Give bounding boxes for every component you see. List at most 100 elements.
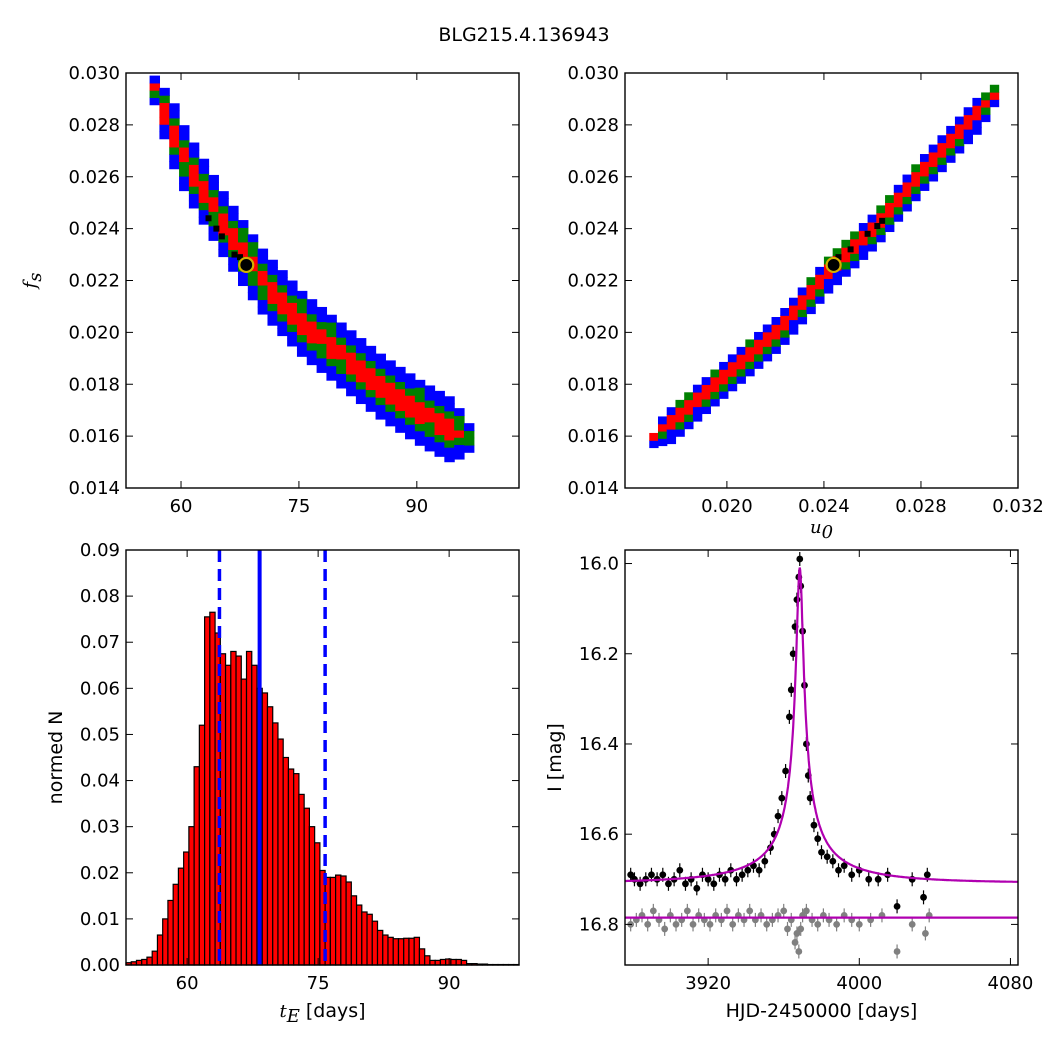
outer-contour-cell: [306, 299, 318, 308]
histogram-bar: [177, 867, 185, 966]
histogram-bar: [251, 664, 258, 966]
outer-contour-cell: [228, 205, 239, 214]
data-point: [835, 866, 842, 874]
mid-contour-cell: [454, 415, 465, 424]
mid-contour-cell: [454, 437, 465, 446]
x-tick-label: 75: [287, 496, 310, 517]
outer-contour-cell: [287, 280, 298, 289]
outer-contour-cell: [885, 224, 895, 233]
mid-contour-cell: [841, 239, 851, 248]
outer-contour-cell: [893, 184, 904, 193]
inner-contour-cell: [257, 277, 269, 286]
outer-contour-cell: [355, 388, 367, 397]
outer-contour-cell: [911, 193, 921, 202]
y-tick-label: 0.030: [567, 63, 619, 84]
outer-contour-cell: [444, 403, 455, 412]
mid-contour-cell: [444, 439, 455, 448]
mid-contour-cell: [675, 421, 685, 430]
mid-contour-cell: [296, 298, 308, 306]
inner-contour-cell: [954, 123, 965, 132]
data-point: [823, 853, 831, 861]
outer-contour-cell: [946, 125, 956, 134]
inner-contour-cell: [841, 254, 851, 263]
histogram-bar: [282, 756, 290, 966]
mid-contour-cell: [267, 303, 278, 312]
mid-contour-cell: [806, 298, 816, 307]
outer-contour-cell: [257, 306, 269, 315]
x-tick-label: 75: [307, 973, 330, 994]
y-tick-label: 0.028: [68, 115, 120, 136]
outer-contour-cell: [850, 260, 860, 269]
data-point: [738, 871, 746, 879]
mid-contour-cell: [179, 161, 190, 170]
residual-point: [649, 907, 657, 915]
outer-contour-cell: [414, 379, 426, 388]
inner-contour-cell: [228, 234, 239, 243]
y-tick-label: 0.030: [68, 63, 120, 84]
mid-contour-cell: [902, 196, 912, 205]
inner-contour-cell: [296, 312, 308, 321]
data-point: [796, 555, 804, 563]
outer-contour-cell: [198, 158, 210, 167]
residual-point: [780, 907, 788, 915]
outer-contour-cell: [365, 345, 377, 354]
inner-contour-cell: [736, 354, 746, 363]
inner-contour-cell: [434, 427, 445, 436]
residual-point: [683, 907, 691, 915]
data-point: [893, 902, 901, 910]
histogram-bar: [245, 650, 253, 966]
inner-contour-cell: [727, 361, 738, 370]
mid-contour-cell: [946, 147, 956, 156]
inner-contour-cell: [675, 414, 685, 423]
inner-contour-cell: [277, 299, 288, 308]
inner-contour-cell: [701, 391, 711, 400]
inner-contour-cell: [858, 230, 869, 239]
mid-contour-cell: [365, 389, 377, 398]
x-tick-label: 60: [170, 496, 193, 517]
outer-contour-cell: [188, 200, 200, 209]
histogram-bar: [146, 956, 153, 966]
inner-contour-cell: [649, 432, 659, 441]
axes-frame: [624, 72, 1019, 489]
inner-contour-cell: [902, 189, 912, 197]
outer-contour-cell: [257, 248, 269, 257]
mid-contour-cell: [675, 399, 685, 408]
mid-contour-cell: [247, 277, 259, 286]
outer-contour-cell: [188, 193, 200, 202]
y-tick-label: 0.022: [567, 271, 619, 292]
inner-contour-cell: [434, 412, 445, 421]
residual-point: [814, 921, 822, 928]
outer-contour-cell: [858, 252, 869, 260]
mid-contour-cell: [911, 186, 921, 194]
outer-contour-cell: [806, 306, 816, 315]
histogram-bar: [172, 883, 180, 966]
outer-contour-cell: [902, 174, 912, 183]
outer-contour-cell: [375, 360, 386, 369]
inner-contour-cell: [346, 359, 357, 368]
mid-contour-cell: [780, 329, 790, 338]
outer-contour-cell: [424, 443, 436, 452]
inner-contour-cell: [444, 432, 455, 441]
mid-contour-cell: [149, 90, 161, 98]
data-point: [659, 871, 667, 879]
inner-contour-cell: [306, 335, 318, 344]
data-point: [636, 880, 644, 888]
y-tick-label: 0.016: [68, 426, 120, 447]
inner-contour-cell: [885, 202, 895, 211]
mid-contour-cell: [841, 261, 851, 270]
mid-contour-cell: [684, 414, 694, 422]
outer-contour-cell: [463, 423, 475, 432]
y-tick-label: 0.014: [68, 478, 120, 499]
mid-contour-cell: [238, 234, 249, 243]
outer-contour-cell: [434, 398, 445, 406]
outer-contour-cell: [395, 417, 406, 426]
inner-contour-cell: [208, 203, 219, 212]
y-tick-label: 0.018: [567, 374, 619, 395]
inner-contour-cell: [208, 196, 219, 205]
best-fit-marker: [238, 256, 255, 274]
mid-contour-cell: [257, 263, 269, 271]
histogram-bar: [287, 768, 295, 966]
y-tick-label: 0.026: [567, 167, 619, 188]
outer-contour-cell: [972, 126, 982, 135]
inner-contour-cell: [365, 367, 377, 376]
